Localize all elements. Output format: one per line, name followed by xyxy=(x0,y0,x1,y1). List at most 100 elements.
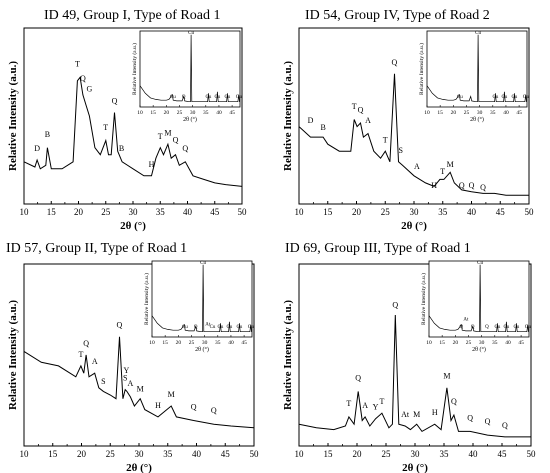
peak-label: T xyxy=(346,399,351,408)
x-tick-label: 40 xyxy=(467,207,477,217)
inset-peak-label: Cu xyxy=(248,325,254,330)
peak-label: Q xyxy=(358,105,364,114)
peak-label: T xyxy=(75,60,80,69)
peak-label: M xyxy=(164,128,171,137)
inset-x-tick-label: 45 xyxy=(229,110,235,116)
inset-x-tick-label: 30 xyxy=(190,110,196,116)
x-axis-label: 2θ (°) xyxy=(402,462,428,473)
xrd-chart-1: 10 15 20 25 30 35 40 45 50 2θ (°) Relative Intensi… xyxy=(7,27,247,232)
inset-x-tick-label: 45 xyxy=(516,110,522,116)
peak-label: T xyxy=(383,135,388,144)
peak-label: H xyxy=(155,401,161,410)
x-tick-label: 15 xyxy=(47,207,57,217)
inset-x-tick-label: 40 xyxy=(505,340,511,346)
y-axis-label: Relative Intensity (a.u.) xyxy=(7,300,19,410)
inset-peak-label: Cu xyxy=(475,31,481,36)
inset-peak-label: Cu xyxy=(200,261,206,266)
inset-peak-label: At xyxy=(463,317,469,322)
inset-x-tick-label: 20 xyxy=(451,110,457,116)
x-tick-label: 10 xyxy=(295,449,305,459)
inset-x-tick-label: 15 xyxy=(162,340,168,346)
peak-label: Q xyxy=(83,339,89,348)
x-tick-label: 10 xyxy=(20,449,30,459)
inset-peak-label: Cu xyxy=(217,325,223,330)
peak-label: Q xyxy=(392,301,398,310)
inset-y-axis-label: Relative Intensity (a.u.) xyxy=(420,273,427,325)
x-tick-label: 50 xyxy=(527,449,537,459)
inset-peak-label: Cu xyxy=(523,95,529,100)
inset-x-tick-label: 25 xyxy=(189,340,195,346)
peak-label: Q xyxy=(182,144,188,153)
x-tick-label: 35 xyxy=(156,207,166,217)
inset-x-tick-label: 10 xyxy=(137,110,143,116)
panel-2: ID 54, Group IV, Type of Road 2 10 15 20 25… xyxy=(275,0,550,236)
peak-label: T xyxy=(103,123,108,132)
inset-peak-label: Q xyxy=(182,95,186,100)
inset-x-tick-label: 15 xyxy=(150,110,156,116)
inset-peak-label: Cu xyxy=(226,325,232,330)
peak-label: Y xyxy=(373,403,379,412)
y-axis-label: Relative Intensity (a.u.) xyxy=(282,300,294,410)
peak-label: Q xyxy=(485,417,491,426)
inset-peak-label: Cu xyxy=(214,95,220,100)
peak-label: S xyxy=(399,146,403,155)
peak-label: M xyxy=(168,390,175,399)
peak-label: Q xyxy=(502,421,508,430)
inset-x-tick-label: 10 xyxy=(424,110,430,116)
inset-frame xyxy=(426,30,528,108)
panel-title: ID 57, Group II, Type of Road 1 xyxy=(6,241,188,256)
x-tick-label: 20 xyxy=(74,207,84,217)
x-tick-label: 45 xyxy=(496,207,506,217)
x-tick-label: 30 xyxy=(135,449,145,459)
inset-peak-label: Cu xyxy=(188,31,194,36)
inset-x-axis-label: 2θ (°) xyxy=(183,116,197,123)
y-axis-label: Relative Intensity (a.u.) xyxy=(282,61,294,171)
peak-label: Q xyxy=(392,58,398,67)
inset-x-tick-label: 20 xyxy=(164,110,170,116)
peak-label: Q xyxy=(117,321,123,330)
peak-label: T xyxy=(78,350,83,359)
inset-peak-label: Cu xyxy=(511,95,517,100)
inset-peak-label: Cu xyxy=(494,325,500,330)
inset-peak-label: Cu xyxy=(457,95,463,100)
peak-label: A xyxy=(127,379,133,388)
peak-label: Q xyxy=(173,135,179,144)
peak-label: Q xyxy=(191,403,197,412)
inset-frame xyxy=(139,30,241,108)
y-axis-label: Relative Intensity (a.u.) xyxy=(7,61,19,171)
inset-x-tick-label: 20 xyxy=(176,340,182,346)
inset-x-tick-label: 45 xyxy=(518,340,524,346)
x-tick-label: 20 xyxy=(353,449,363,459)
inset-peak-label: Cu xyxy=(170,95,176,100)
peak-label: S xyxy=(101,377,105,386)
x-axis-label: 2θ (°) xyxy=(126,462,152,473)
inset-peak-label: Cu xyxy=(236,95,242,100)
inset-peak-label: Q xyxy=(471,325,475,330)
inset-peak-label: Cu xyxy=(210,325,216,330)
x-tick-label: 10 xyxy=(295,207,305,217)
peak-label: M xyxy=(447,160,454,169)
x-tick-label: 25 xyxy=(381,207,391,217)
x-tick-label: 30 xyxy=(129,207,139,217)
inset-y-axis-label: Relative Intensity (a.u.) xyxy=(143,273,150,325)
inset-x-tick-label: 25 xyxy=(177,110,183,116)
peak-label: T xyxy=(352,102,357,111)
inset-peak-label: Cu xyxy=(182,325,188,330)
x-tick-label: 45 xyxy=(498,449,508,459)
x-tick-label: 35 xyxy=(163,449,173,459)
x-tick-label: 40 xyxy=(183,207,193,217)
x-tick-label: 25 xyxy=(101,207,111,217)
inset-y-axis-label: Relative Intensity (a.u.) xyxy=(131,43,138,95)
peak-label: B xyxy=(320,123,325,132)
peak-label: Q xyxy=(467,414,473,423)
inset-peak-label: Q xyxy=(485,325,489,330)
peak-label: D xyxy=(308,116,314,125)
inset-x-tick-label: 40 xyxy=(228,340,234,346)
inset-spectrum-line xyxy=(428,264,529,333)
inset-peak-label: Cu xyxy=(501,95,507,100)
peak-label: Q xyxy=(211,406,217,415)
peak-label: A xyxy=(92,357,98,366)
x-tick-label: 15 xyxy=(324,449,334,459)
peak-label: Q xyxy=(469,181,475,190)
xrd-spectrum-line xyxy=(298,314,531,438)
